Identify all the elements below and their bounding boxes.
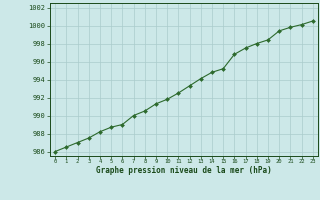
X-axis label: Graphe pression niveau de la mer (hPa): Graphe pression niveau de la mer (hPa)	[96, 166, 272, 175]
